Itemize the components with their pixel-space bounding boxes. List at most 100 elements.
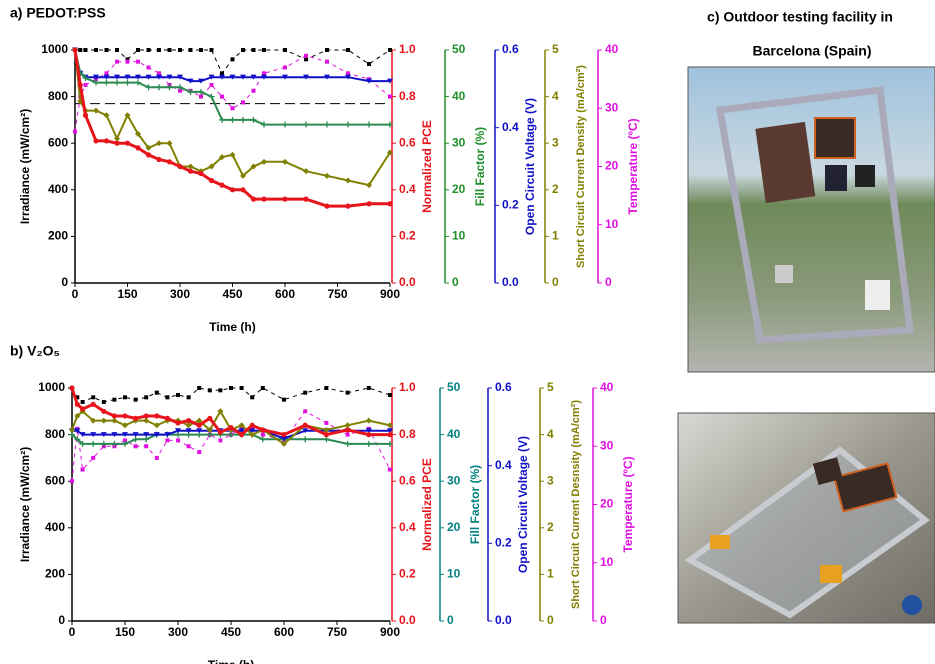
x-tick-label: 300 bbox=[170, 287, 190, 301]
y-tick-label: 400 bbox=[45, 520, 65, 534]
photo-title: Barcelona (Spain) bbox=[752, 43, 871, 59]
marker bbox=[252, 48, 256, 52]
marker bbox=[345, 177, 351, 183]
marker bbox=[72, 47, 77, 52]
y-tick-label: 40 bbox=[447, 427, 461, 441]
x-tick-label: 0 bbox=[69, 625, 76, 639]
marker bbox=[324, 204, 329, 209]
marker bbox=[78, 48, 82, 52]
marker bbox=[187, 444, 191, 448]
y-axis-title: Fill Factor (%) bbox=[473, 127, 487, 206]
marker bbox=[186, 418, 191, 423]
y-tick-label: 0 bbox=[447, 613, 454, 627]
y-tick-label: 10 bbox=[447, 567, 461, 581]
y-tick-label: 0.0 bbox=[495, 613, 512, 627]
marker bbox=[156, 157, 161, 162]
marker bbox=[104, 138, 109, 143]
marker bbox=[168, 48, 172, 52]
marker bbox=[189, 48, 193, 52]
marker bbox=[303, 122, 309, 128]
marker bbox=[282, 122, 288, 128]
marker bbox=[104, 112, 110, 118]
chart-title: b) V₂O₅ bbox=[10, 343, 60, 359]
marker bbox=[136, 60, 140, 64]
y-tick-label: 0.2 bbox=[502, 198, 519, 212]
marker bbox=[93, 138, 98, 143]
y-tick-label: 10 bbox=[605, 217, 619, 231]
marker bbox=[218, 438, 222, 442]
marker bbox=[176, 438, 180, 442]
marker bbox=[324, 432, 329, 437]
marker bbox=[388, 468, 392, 472]
marker bbox=[91, 456, 95, 460]
y-tick-label: 0.4 bbox=[495, 458, 512, 472]
marker bbox=[324, 122, 330, 128]
marker bbox=[366, 201, 371, 206]
marker bbox=[136, 48, 140, 52]
marker bbox=[105, 48, 109, 52]
marker bbox=[219, 117, 225, 123]
marker bbox=[240, 386, 244, 390]
marker bbox=[230, 117, 236, 123]
y-tick-label: 0.2 bbox=[399, 229, 416, 243]
marker bbox=[281, 432, 286, 437]
y-tick-label: 1 bbox=[552, 229, 559, 243]
marker bbox=[241, 100, 245, 104]
marker bbox=[115, 60, 119, 64]
y-tick-label: 0 bbox=[61, 275, 68, 289]
marker bbox=[252, 89, 256, 93]
marker bbox=[144, 444, 148, 448]
y-tick-label: 0.2 bbox=[399, 567, 416, 581]
marker bbox=[81, 468, 85, 472]
y-tick-label: 30 bbox=[600, 438, 614, 452]
x-tick-label: 150 bbox=[115, 625, 135, 639]
photo-bottom bbox=[678, 413, 935, 623]
marker bbox=[176, 393, 180, 397]
y-tick-label: 5 bbox=[552, 42, 559, 56]
marker bbox=[167, 140, 173, 146]
y-tick-label: 2 bbox=[552, 182, 559, 196]
marker bbox=[208, 388, 212, 392]
y-tick-label: 200 bbox=[48, 229, 68, 243]
marker bbox=[80, 406, 85, 411]
y-tick-label: 10 bbox=[452, 229, 466, 243]
marker bbox=[229, 386, 233, 390]
y-tick-label: 1.0 bbox=[399, 380, 416, 394]
y-tick-label: 30 bbox=[447, 473, 461, 487]
y-axis-title: Temperature (ºC) bbox=[621, 456, 635, 552]
marker bbox=[155, 391, 159, 395]
marker bbox=[345, 441, 351, 447]
marker bbox=[146, 152, 151, 157]
y-tick-label: 20 bbox=[447, 520, 461, 534]
marker bbox=[147, 48, 151, 52]
y-axis-title: Open Circuit Voltage (V) bbox=[523, 98, 537, 235]
x-tick-label: 600 bbox=[274, 625, 294, 639]
marker bbox=[367, 386, 371, 390]
marker bbox=[197, 386, 201, 390]
y-tick-label: 0.0 bbox=[399, 613, 416, 627]
y-tick-label: 10 bbox=[600, 555, 614, 569]
marker bbox=[78, 82, 83, 87]
marker bbox=[167, 84, 173, 90]
marker bbox=[210, 48, 214, 52]
marker bbox=[324, 386, 328, 390]
y-tick-label: 30 bbox=[605, 100, 619, 114]
y-axis-title: Irradiance (mW/cm²) bbox=[18, 109, 32, 224]
marker bbox=[69, 385, 74, 390]
marker bbox=[165, 438, 169, 442]
x-tick-label: 750 bbox=[327, 625, 347, 639]
y-tick-label: 5 bbox=[547, 380, 554, 394]
marker bbox=[165, 416, 170, 421]
y-tick-label: 40 bbox=[600, 380, 614, 394]
marker bbox=[143, 436, 149, 442]
marker bbox=[366, 122, 372, 128]
y-axis-title: Short Circuit Current Density (mA/cm²) bbox=[575, 65, 587, 268]
photo-title: c) Outdoor testing facility in bbox=[707, 9, 893, 25]
marker bbox=[387, 432, 392, 437]
marker bbox=[345, 427, 350, 432]
x-tick-label: 150 bbox=[117, 287, 137, 301]
marker bbox=[282, 159, 288, 165]
marker bbox=[219, 183, 224, 188]
marker bbox=[282, 398, 286, 402]
marker bbox=[112, 413, 117, 418]
